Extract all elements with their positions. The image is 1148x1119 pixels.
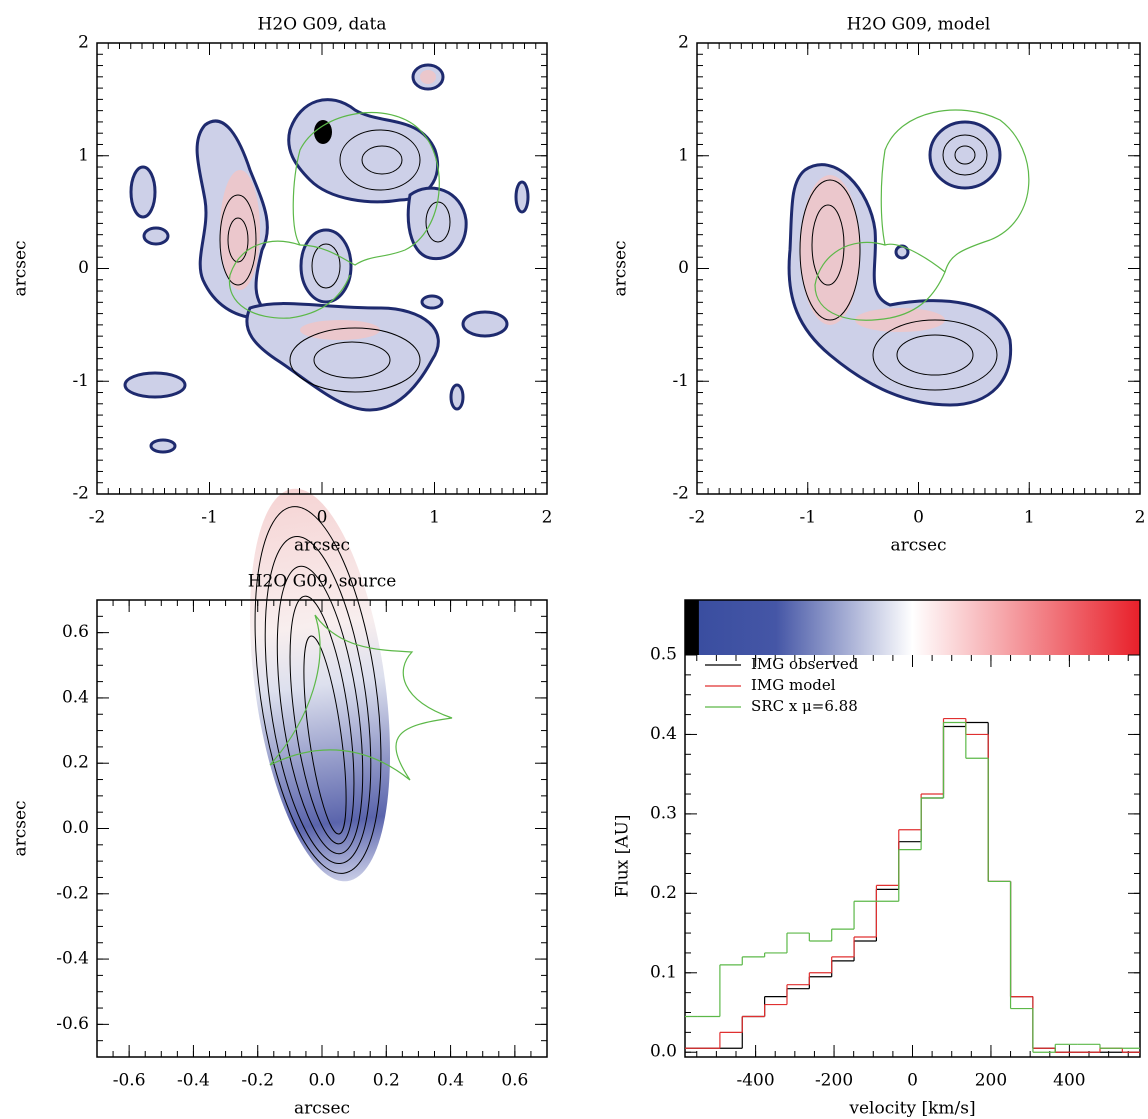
y-tick-label: 0.1 [650,962,677,982]
x-tick-label: -1 [201,508,218,528]
panel-title: H2O G09, data [258,15,387,35]
histogram [685,717,1140,1053]
panel-title: H2O G09, source [248,572,397,592]
y-axis-label: arcsec [11,240,31,296]
y-tick-label: -1 [72,371,89,391]
y-tick-label: 1 [678,145,689,165]
data-map [123,63,530,454]
legend-label: IMG observed [751,655,859,673]
x-tick-label: -0.6 [113,1071,146,1091]
x-tick-label: -0.2 [241,1071,274,1091]
y-axis-label: Flux [AU] [613,814,633,897]
y-tick-label: -2 [672,484,689,504]
y-tick-label: -0.2 [56,883,89,903]
legend-label: SRC x μ=6.88 [751,697,858,715]
source-map [249,488,453,882]
y-tick-label: -0.6 [56,1014,89,1034]
panel: -2 -1 0 1 2 -2 -1 0 1 2 H2O G09, data arcsec arcsec [11,15,553,556]
x-tick-label: -2 [689,508,706,528]
y-axis-label: arcsec [11,800,31,856]
x-tick-label: -400 [737,1071,775,1091]
y-tick-label: 0.2 [62,753,89,773]
x-tick-label: 2 [542,508,553,528]
x-axis-label: arcsec [294,1099,350,1119]
x-tick-label: 0.0 [308,1071,335,1091]
x-tick-label: -1 [799,508,816,528]
y-tick-label: 0 [678,258,689,278]
x-tick-label: 0 [907,1071,918,1091]
y-tick-label: -0.4 [56,949,89,969]
y-tick-label: 0.4 [650,724,677,744]
x-tick-label: 200 [975,1071,1007,1091]
y-tick-label: 0.0 [62,818,89,838]
x-tick-label: 0.2 [373,1071,400,1091]
x-tick-label: 0.4 [437,1071,464,1091]
y-tick-label: 1 [78,145,89,165]
model-map [787,109,1030,407]
plot-frame [696,42,1141,495]
y-tick-label: 2 [78,33,89,53]
legend-label: IMG model [751,676,836,694]
y-tick-label: 0.6 [62,622,89,642]
colorbar [685,600,1140,655]
x-tick-label: -200 [815,1071,853,1091]
x-tick-label: 1 [1024,508,1035,528]
panel-title: H2O G09, model [847,15,991,35]
y-tick-label: -1 [672,371,689,391]
x-tick-label: 400 [1053,1071,1085,1091]
x-tick-label: 0.6 [501,1071,528,1091]
y-tick-label: 0 [78,258,89,278]
y-tick-label: -2 [72,484,89,504]
y-tick-label: 0.5 [650,645,677,665]
y-tick-label: 0.2 [650,883,677,903]
y-tick-label: 0.4 [62,687,89,707]
x-axis-label: arcsec [294,536,350,556]
x-tick-label: 0 [913,508,924,528]
y-tick-label: 2 [678,33,689,53]
panel: -0.6 -0.4 -0.2 0.0 0.2 0.4 0.6 -0.6 -0.4 -0.2 0.0 0… [11,572,548,1119]
y-tick-label: 0.0 [650,1042,677,1062]
x-tick-label: 2 [1135,508,1146,528]
y-tick-label: 0.3 [650,803,677,823]
x-axis-label: velocity [km/s] [848,1099,975,1119]
x-tick-label: -0.4 [177,1071,210,1091]
x-tick-label: 1 [429,508,440,528]
x-axis-label: arcsec [890,536,946,556]
x-tick-label: -2 [89,508,106,528]
x-tick-label: 0 [317,508,328,528]
panel: -2 -1 0 1 2 -2 -1 0 1 2 H2O G09, model arcsec arcsec [611,15,1146,556]
panel: -400 -200 0 200 400 0.0 0.1 0.2 0.3 0.4 0.5 velocit… [613,599,1141,1119]
y-axis-label: arcsec [611,240,631,296]
